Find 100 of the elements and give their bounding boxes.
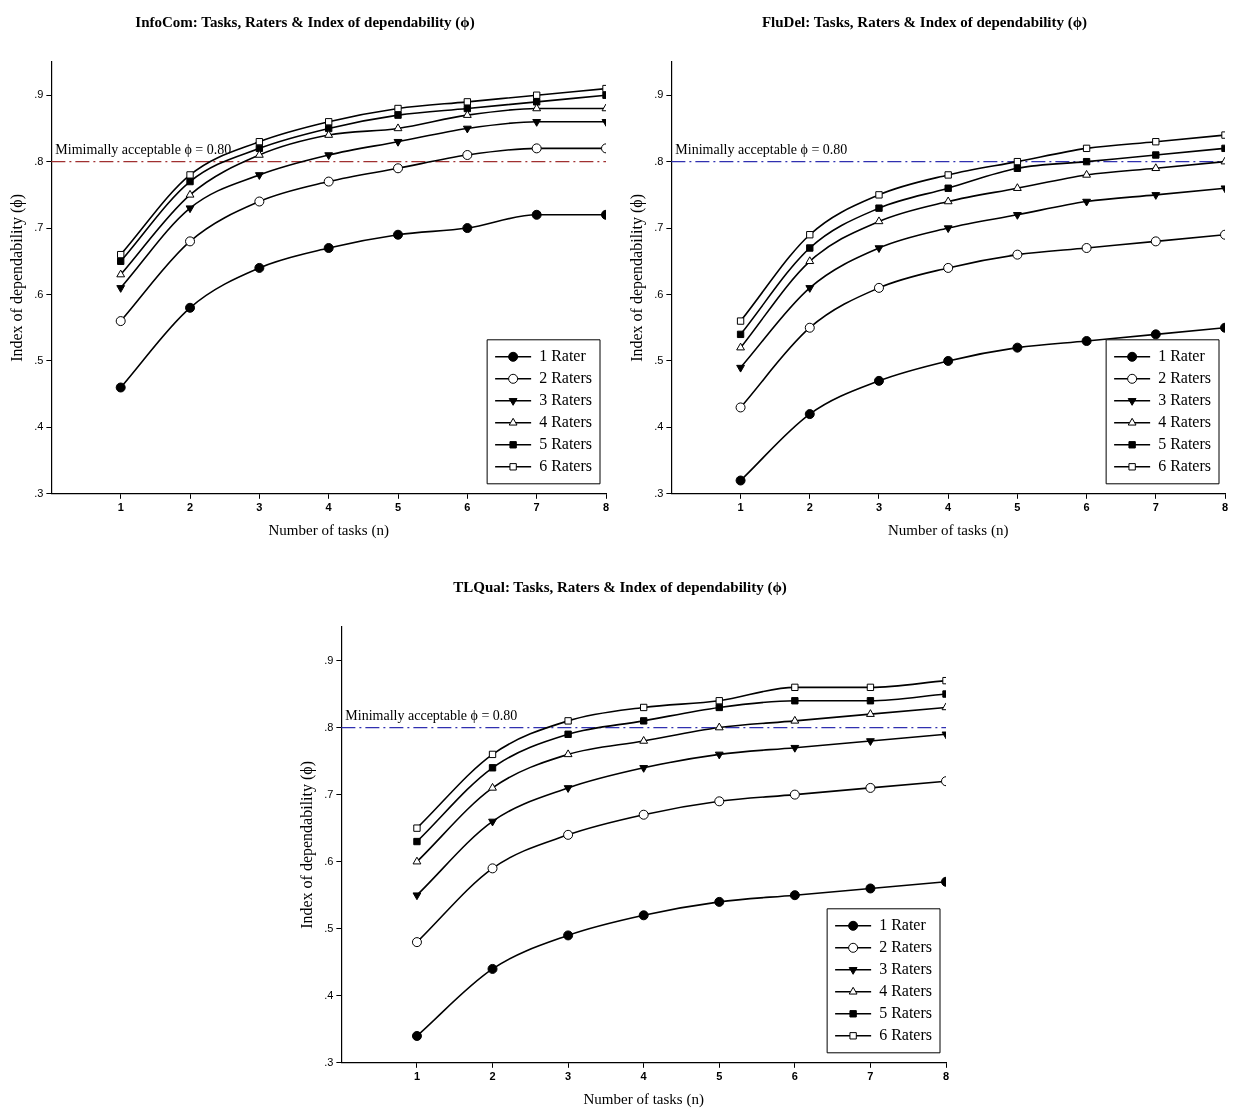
point <box>115 382 126 393</box>
y-tick-label: .7 <box>324 787 334 800</box>
y-tick-label: .8 <box>654 154 664 167</box>
point <box>736 317 745 325</box>
point <box>865 883 876 894</box>
legend-label: 3 Raters <box>1158 391 1211 408</box>
x-tick-label: 4 <box>640 1070 648 1083</box>
point <box>255 138 264 146</box>
y-tick-label: .4 <box>324 988 334 1001</box>
x-tick-label: 7 <box>1152 501 1159 514</box>
point <box>866 683 875 692</box>
point <box>789 789 800 800</box>
y-tick-label: .7 <box>34 221 44 234</box>
point <box>532 119 542 127</box>
y-tick-label: .8 <box>324 720 334 733</box>
point <box>1012 249 1023 260</box>
point <box>874 245 884 254</box>
legend-label: 1 Rater <box>539 347 587 364</box>
point <box>943 262 954 273</box>
point <box>1150 329 1161 340</box>
point <box>735 402 746 413</box>
point <box>186 177 194 186</box>
y-tick-label: .8 <box>34 154 44 167</box>
point <box>394 111 402 119</box>
point <box>531 143 542 154</box>
y-tick-label: .5 <box>324 921 334 934</box>
point <box>413 837 421 846</box>
point <box>254 262 265 273</box>
point <box>115 316 126 327</box>
point <box>532 91 541 99</box>
point <box>790 744 800 753</box>
legend-label: 5 Raters <box>539 435 592 452</box>
y-tick-label: .7 <box>654 221 664 234</box>
x-tick-label: 8 <box>602 501 610 514</box>
point <box>488 782 497 791</box>
legend-label: 5 Raters <box>1158 435 1211 452</box>
point <box>1151 192 1161 200</box>
point <box>806 244 814 252</box>
point <box>943 196 953 205</box>
point <box>323 243 334 254</box>
x-axis-title: Number of tasks (n) <box>583 1090 704 1108</box>
point <box>1012 342 1023 353</box>
point <box>488 750 497 759</box>
y-tick-label: .9 <box>324 653 334 666</box>
point <box>117 257 125 265</box>
point <box>873 282 884 293</box>
point <box>254 196 265 207</box>
point <box>790 715 800 724</box>
x-tick-label: 1 <box>737 501 744 514</box>
x-tick-label: 6 <box>464 501 471 514</box>
point <box>563 829 574 840</box>
legend-label: 4 Raters <box>1158 413 1211 430</box>
point <box>866 697 875 705</box>
x-tick-label: 6 <box>1083 501 1090 514</box>
point <box>487 963 498 974</box>
point <box>185 302 196 313</box>
point <box>413 824 421 832</box>
point <box>185 205 195 214</box>
point <box>804 409 815 420</box>
x-tick-label: 7 <box>867 1070 874 1083</box>
legend-label: 4 Raters <box>879 982 932 999</box>
y-tick-label: .6 <box>34 287 44 300</box>
legend-label: 2 Raters <box>1158 369 1211 386</box>
point <box>715 697 723 705</box>
legend-label: 4 Raters <box>539 413 592 430</box>
point <box>531 209 542 220</box>
point <box>805 285 815 293</box>
point <box>1013 164 1022 172</box>
point <box>563 749 573 758</box>
point <box>411 937 422 948</box>
point <box>1012 183 1022 191</box>
y-tick-label: .3 <box>34 486 44 499</box>
legend-label: 6 Raters <box>1158 457 1211 474</box>
point <box>1081 243 1092 254</box>
point <box>411 1030 422 1041</box>
point <box>325 124 333 133</box>
point <box>944 171 952 179</box>
point <box>185 236 196 247</box>
point <box>393 138 403 147</box>
chart-title: FluDel: Tasks, Raters & Index of dependability (ϕ) <box>761 13 1088 31</box>
x-tick-label: 5 <box>394 501 402 514</box>
point <box>638 809 649 820</box>
point <box>1082 144 1091 153</box>
point <box>1151 163 1161 172</box>
point <box>875 204 883 212</box>
point <box>412 856 422 865</box>
point <box>487 863 498 874</box>
y-tick-label: .3 <box>324 1055 334 1068</box>
point <box>116 269 126 278</box>
point <box>639 735 649 744</box>
point <box>714 896 725 907</box>
point <box>412 892 422 901</box>
point <box>563 785 573 793</box>
x-axis-title: Number of tasks (n) <box>887 521 1009 539</box>
x-tick-label: 8 <box>942 1070 950 1083</box>
x-tick-label: 1 <box>117 501 124 514</box>
x-tick-label: 4 <box>945 501 953 514</box>
point <box>1082 198 1091 207</box>
x-axis-title: Number of tasks (n) <box>268 521 389 539</box>
point <box>563 930 574 941</box>
